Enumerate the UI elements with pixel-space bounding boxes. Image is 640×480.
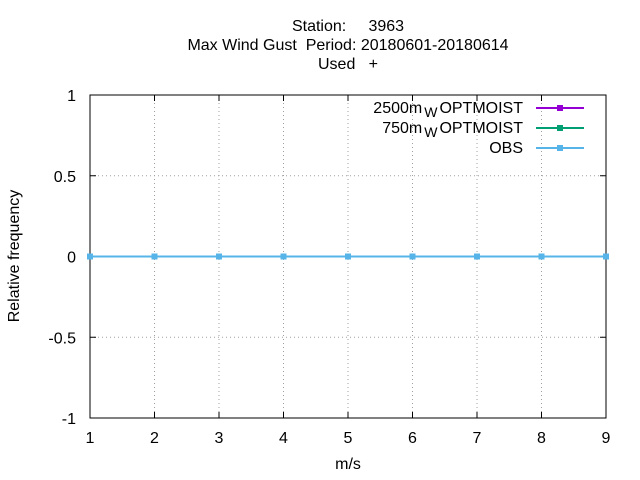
y-axis-label: Relative frequency bbox=[6, 189, 23, 323]
data-point bbox=[216, 253, 222, 260]
chart-title-station: Station: 3963 bbox=[291, 18, 405, 35]
legend-label: 750m W OPTMOIST bbox=[382, 120, 523, 140]
data-point bbox=[474, 253, 480, 260]
data-point bbox=[345, 253, 351, 260]
data-point bbox=[538, 253, 545, 260]
series-group bbox=[87, 253, 609, 260]
data-point bbox=[409, 253, 416, 260]
legend-swatch-point bbox=[557, 105, 563, 111]
axis-ticks: 1 2 3 4 5 6 7 8 9 1 0.5 0 -0.5 -1 bbox=[48, 88, 610, 447]
x-tick-label: 3 bbox=[215, 430, 224, 447]
x-tick-label: 1 bbox=[86, 430, 95, 447]
chart-title-used: Used + bbox=[317, 56, 379, 73]
x-tick-label: 6 bbox=[408, 430, 417, 447]
x-tick-label: 2 bbox=[150, 430, 159, 447]
data-point bbox=[280, 253, 287, 260]
x-axis-label: m/s bbox=[335, 456, 361, 473]
y-tick-label: 0 bbox=[67, 250, 76, 267]
legend-label: OBS bbox=[489, 140, 523, 157]
y-tick-label: -1 bbox=[62, 411, 76, 428]
legend-swatch-point bbox=[557, 125, 563, 131]
legend-label: 2500m W OPTMOIST bbox=[373, 100, 523, 120]
data-point bbox=[603, 253, 609, 260]
y-tick-label: 0.5 bbox=[54, 169, 76, 186]
y-tick-label: 1 bbox=[67, 88, 76, 105]
y-tick-label: -0.5 bbox=[48, 330, 76, 347]
x-tick-label: 4 bbox=[279, 430, 288, 447]
x-tick-label: 5 bbox=[344, 430, 353, 447]
data-point bbox=[151, 253, 158, 260]
x-tick-label: 9 bbox=[602, 430, 611, 447]
x-tick-label: 8 bbox=[537, 430, 546, 447]
data-point bbox=[87, 253, 93, 260]
legend-swatch-point bbox=[557, 145, 563, 151]
x-tick-label: 7 bbox=[473, 430, 482, 447]
chart-title-period: Max Wind Gust Period: 20180601-20180614 bbox=[187, 37, 509, 54]
